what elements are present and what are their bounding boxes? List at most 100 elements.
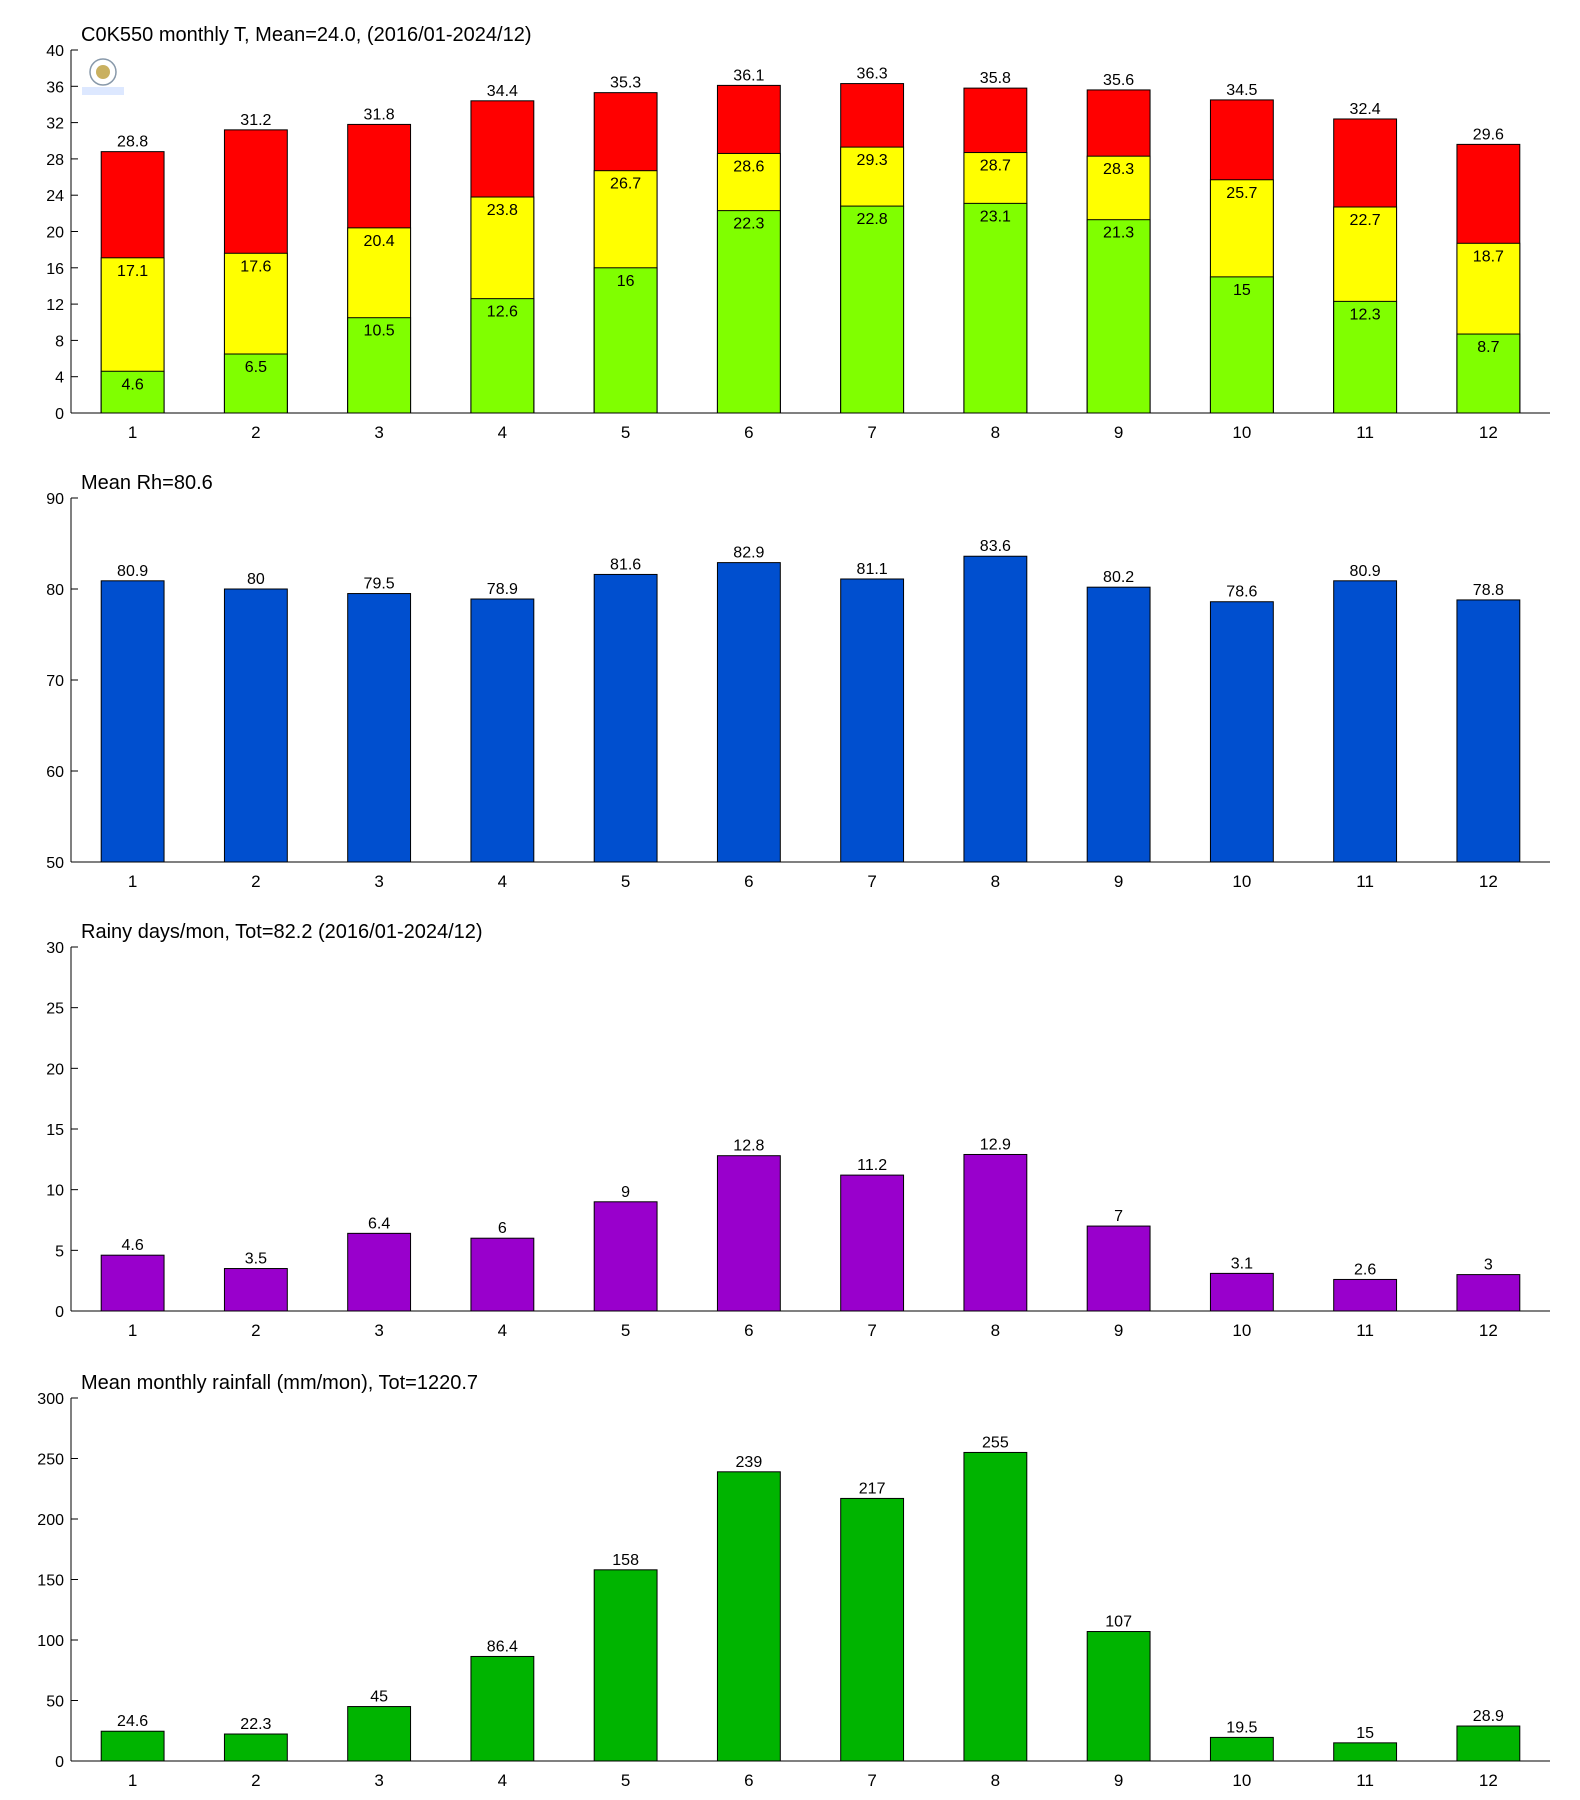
y-tick-label: 100 xyxy=(37,1633,64,1650)
data-label: 21.3 xyxy=(1103,225,1134,242)
bar xyxy=(716,1471,781,1762)
y-tick-label: 20 xyxy=(46,225,64,242)
y-tick-label: 200 xyxy=(37,1512,64,1529)
data-label: 8.7 xyxy=(1477,339,1499,356)
data-label: 23.8 xyxy=(487,202,518,219)
data-label: 29.3 xyxy=(857,152,888,169)
bar xyxy=(1333,580,1398,863)
data-label: 19.5 xyxy=(1226,1719,1257,1736)
bar xyxy=(1456,1274,1521,1312)
bar xyxy=(840,205,905,414)
bar xyxy=(963,555,1028,863)
chart-title: Rainy days/mon, Tot=82.2 (2016/01-2024/1… xyxy=(81,921,483,943)
x-tick-label: 2 xyxy=(251,423,260,442)
x-tick-label: 10 xyxy=(1232,423,1251,442)
data-label: 6.4 xyxy=(368,1215,390,1232)
x-tick-label: 1 xyxy=(128,1321,137,1340)
data-label: 22.8 xyxy=(857,211,888,228)
x-tick-label: 9 xyxy=(1114,1771,1123,1790)
x-tick-label: 9 xyxy=(1114,872,1123,891)
chart-title: Mean Rh=80.6 xyxy=(81,472,213,494)
data-label: 12.8 xyxy=(733,1138,764,1155)
data-label: 36.1 xyxy=(733,67,764,84)
data-label: 78.8 xyxy=(1473,582,1504,599)
data-label: 32.4 xyxy=(1350,101,1381,118)
bar xyxy=(470,1237,535,1312)
x-tick-label: 12 xyxy=(1479,1321,1498,1340)
bar xyxy=(716,210,781,414)
x-tick-label: 3 xyxy=(374,423,383,442)
logo xyxy=(82,58,124,95)
bar xyxy=(347,317,412,414)
bar xyxy=(593,1201,658,1312)
y-tick-label: 10 xyxy=(46,1183,64,1200)
bar xyxy=(840,1497,905,1762)
y-tick-label: 25 xyxy=(46,1001,64,1018)
bar xyxy=(1209,601,1274,863)
y-tick-label: 12 xyxy=(46,297,64,314)
data-label: 6.5 xyxy=(245,359,267,376)
data-label: 11.2 xyxy=(857,1157,887,1174)
data-label: 80.2 xyxy=(1103,569,1134,586)
data-label: 31.2 xyxy=(240,112,271,129)
data-label: 29.6 xyxy=(1473,126,1504,143)
x-tick-label: 7 xyxy=(867,872,876,891)
bar xyxy=(470,598,535,863)
x-tick-label: 6 xyxy=(744,872,753,891)
data-label: 22.7 xyxy=(1350,212,1381,229)
y-tick-label: 32 xyxy=(46,116,64,133)
data-label: 35.6 xyxy=(1103,72,1134,89)
data-label: 34.5 xyxy=(1226,82,1257,99)
bar xyxy=(593,573,658,863)
bar xyxy=(470,1655,535,1762)
data-label: 255 xyxy=(982,1434,1009,1451)
x-tick-label: 7 xyxy=(867,423,876,442)
data-label: 18.7 xyxy=(1473,248,1504,265)
data-label: 12.6 xyxy=(487,304,518,321)
y-tick-label: 15 xyxy=(46,1122,64,1139)
y-tick-label: 24 xyxy=(46,188,64,205)
y-tick-label: 16 xyxy=(46,261,64,278)
x-tick-label: 5 xyxy=(621,1771,630,1790)
data-label: 81.6 xyxy=(610,556,641,573)
y-tick-label: 0 xyxy=(55,406,64,423)
data-label: 79.5 xyxy=(364,576,395,593)
bar xyxy=(963,1451,1028,1762)
data-label: 15 xyxy=(1233,282,1251,299)
data-label: 82.9 xyxy=(733,545,764,562)
y-tick-label: 28 xyxy=(46,152,64,169)
data-label: 34.4 xyxy=(487,83,518,100)
x-tick-label: 3 xyxy=(374,872,383,891)
x-tick-label: 4 xyxy=(498,872,507,891)
bar xyxy=(347,593,412,863)
x-tick-label: 11 xyxy=(1356,1321,1374,1340)
bar xyxy=(223,588,288,863)
data-label: 2.6 xyxy=(1354,1261,1376,1278)
y-tick-label: 50 xyxy=(46,855,64,872)
chart-title: Mean monthly rainfall (mm/mon), Tot=1220… xyxy=(81,1372,478,1394)
y-tick-label: 80 xyxy=(46,582,64,599)
x-tick-label: 2 xyxy=(251,872,260,891)
bar xyxy=(1456,333,1521,414)
x-tick-label: 11 xyxy=(1356,1771,1374,1790)
bar xyxy=(100,1730,165,1762)
data-label: 239 xyxy=(736,1454,763,1471)
y-tick-label: 4 xyxy=(55,370,64,387)
x-tick-label: 6 xyxy=(744,1321,753,1340)
bar xyxy=(100,370,165,414)
bar xyxy=(716,1155,781,1312)
y-tick-label: 40 xyxy=(46,43,64,60)
bar xyxy=(1333,300,1398,414)
data-label: 16 xyxy=(617,273,635,290)
data-label: 217 xyxy=(859,1480,886,1497)
bar xyxy=(1456,599,1521,863)
bar xyxy=(223,1268,288,1312)
x-tick-label: 12 xyxy=(1479,423,1498,442)
x-tick-label: 8 xyxy=(991,1771,1000,1790)
y-tick-label: 60 xyxy=(46,764,64,781)
y-tick-label: 90 xyxy=(46,491,64,508)
x-tick-label: 5 xyxy=(621,423,630,442)
x-tick-label: 12 xyxy=(1479,872,1498,891)
x-tick-label: 10 xyxy=(1232,1321,1251,1340)
